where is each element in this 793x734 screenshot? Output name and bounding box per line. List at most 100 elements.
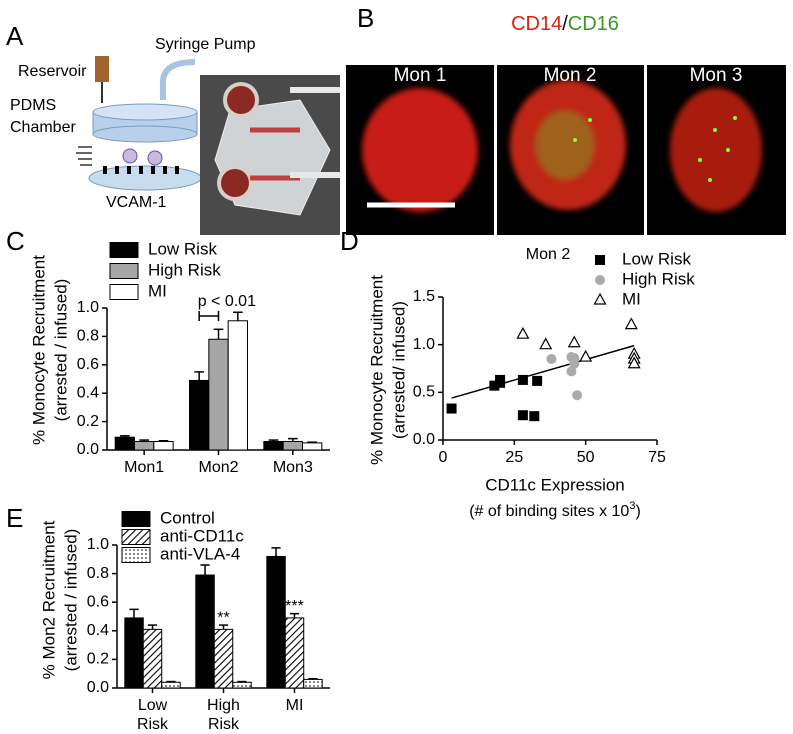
- legend-label: High Risk: [148, 260, 221, 279]
- label: VCAM-1: [106, 194, 167, 211]
- bar: [142, 628, 163, 689]
- x-tick-label: Low Risk: [136, 697, 169, 733]
- stain-label: CD14/CD16: [511, 13, 619, 35]
- legend-swatch: [121, 547, 151, 563]
- flow-arrows: [76, 146, 92, 166]
- y-tick-label: 0.0: [413, 431, 435, 448]
- panel-label: B: [357, 3, 374, 33]
- bar: [134, 440, 155, 451]
- y-tick-label: 0.6: [77, 356, 99, 373]
- legend-marker: [595, 255, 605, 265]
- bar: [284, 617, 305, 689]
- y-tick-label: 0.4: [87, 622, 109, 639]
- x-axis-note: (# of binding sites x 103): [469, 500, 641, 520]
- bar: [263, 440, 284, 451]
- legend-label: MI: [622, 289, 641, 308]
- bar: [213, 628, 234, 689]
- point: [529, 411, 540, 422]
- cell: [670, 88, 762, 212]
- cell-label: Mon 2: [544, 65, 597, 86]
- reservoir: [95, 56, 109, 82]
- x-axis-label: CD11c Expression: [485, 475, 625, 494]
- y-tick-label: 0.2: [87, 651, 109, 668]
- x-tick-label: MI: [285, 697, 304, 714]
- legend-label: Low Risk: [148, 239, 217, 258]
- y-axis-label: (arrested/ infused): [389, 301, 408, 439]
- note-text: ): [635, 503, 640, 520]
- label: Reservoir: [18, 63, 87, 80]
- legend-swatch: [109, 242, 139, 258]
- point: [566, 366, 577, 377]
- y-tick-label: 1.0: [87, 536, 109, 553]
- label: Chamber: [10, 119, 76, 136]
- receptors: [103, 166, 179, 174]
- bar: [124, 617, 144, 689]
- bar: [303, 678, 323, 689]
- bracket: [198, 311, 220, 321]
- point: [627, 356, 641, 369]
- stain: CD14: [511, 13, 562, 35]
- y-tick-label: 0.0: [77, 441, 99, 458]
- trendline: [451, 344, 635, 399]
- tube: [160, 59, 196, 100]
- legend-swatch: [121, 529, 151, 545]
- label: Syringe Pump: [155, 36, 256, 53]
- y-axis-label: (arrested / infused): [61, 529, 80, 672]
- x-tick-label: Mon2: [198, 459, 239, 476]
- bar: [208, 338, 229, 451]
- cell: [362, 88, 478, 212]
- bar: [232, 681, 252, 689]
- bar: [301, 442, 323, 451]
- point: [567, 335, 581, 348]
- x-tick-label: 75: [648, 449, 666, 466]
- legend-swatch: [121, 511, 151, 527]
- panel-label: C: [6, 226, 25, 256]
- port: [217, 165, 253, 201]
- legend-swatch: [109, 263, 139, 279]
- y-tick-label: 0.8: [87, 565, 109, 582]
- significance: ***: [285, 598, 304, 615]
- chamber: [92, 125, 198, 143]
- point: [517, 374, 528, 385]
- panel-label: E: [6, 503, 23, 533]
- bar: [161, 681, 181, 689]
- y-tick-label: 0.0: [87, 679, 109, 696]
- y-axis-label: % Monocyte Recruitment: [367, 275, 386, 465]
- point: [539, 337, 553, 350]
- legend-label: anti-CD11c: [160, 526, 244, 545]
- bar: [189, 379, 210, 451]
- annotation: p < 0.01: [198, 293, 256, 310]
- legend-label: Low Risk: [622, 249, 691, 268]
- cell: [122, 148, 138, 164]
- y-axis-label: % Monocyte Recruitment: [29, 255, 48, 445]
- legend-marker: [595, 275, 605, 285]
- y-tick-label: 0.2: [77, 413, 99, 430]
- stain: CD16: [568, 13, 619, 35]
- chart-title: Mon 2: [526, 246, 571, 263]
- label: PDMS: [10, 97, 56, 114]
- x-tick-label: 25: [505, 449, 523, 466]
- panel-label: A: [6, 21, 24, 51]
- chamber: [92, 103, 198, 121]
- puncta: [573, 116, 737, 182]
- x-tick-label: Mon1: [124, 459, 165, 476]
- point: [489, 380, 500, 391]
- cell-label: Mon 1: [394, 65, 447, 86]
- point: [569, 353, 580, 364]
- y-tick-label: 0.8: [77, 328, 99, 345]
- point: [579, 349, 593, 362]
- x-tick-label: 50: [577, 449, 595, 466]
- legend-swatch: [109, 284, 139, 300]
- y-tick-label: 1.0: [77, 299, 99, 316]
- bar: [195, 574, 215, 689]
- point: [495, 377, 506, 388]
- cell-label: Mon 3: [690, 65, 743, 86]
- x-tick-label: High Risk: [207, 697, 240, 733]
- legend-label: Control: [160, 508, 215, 527]
- y-axis-label: (arrested / infused): [51, 279, 70, 422]
- bar: [227, 320, 248, 451]
- point: [516, 326, 530, 339]
- point: [517, 410, 528, 421]
